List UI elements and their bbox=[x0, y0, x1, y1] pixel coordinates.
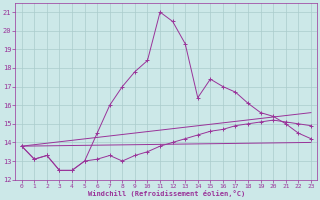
X-axis label: Windchill (Refroidissement éolien,°C): Windchill (Refroidissement éolien,°C) bbox=[88, 190, 245, 197]
